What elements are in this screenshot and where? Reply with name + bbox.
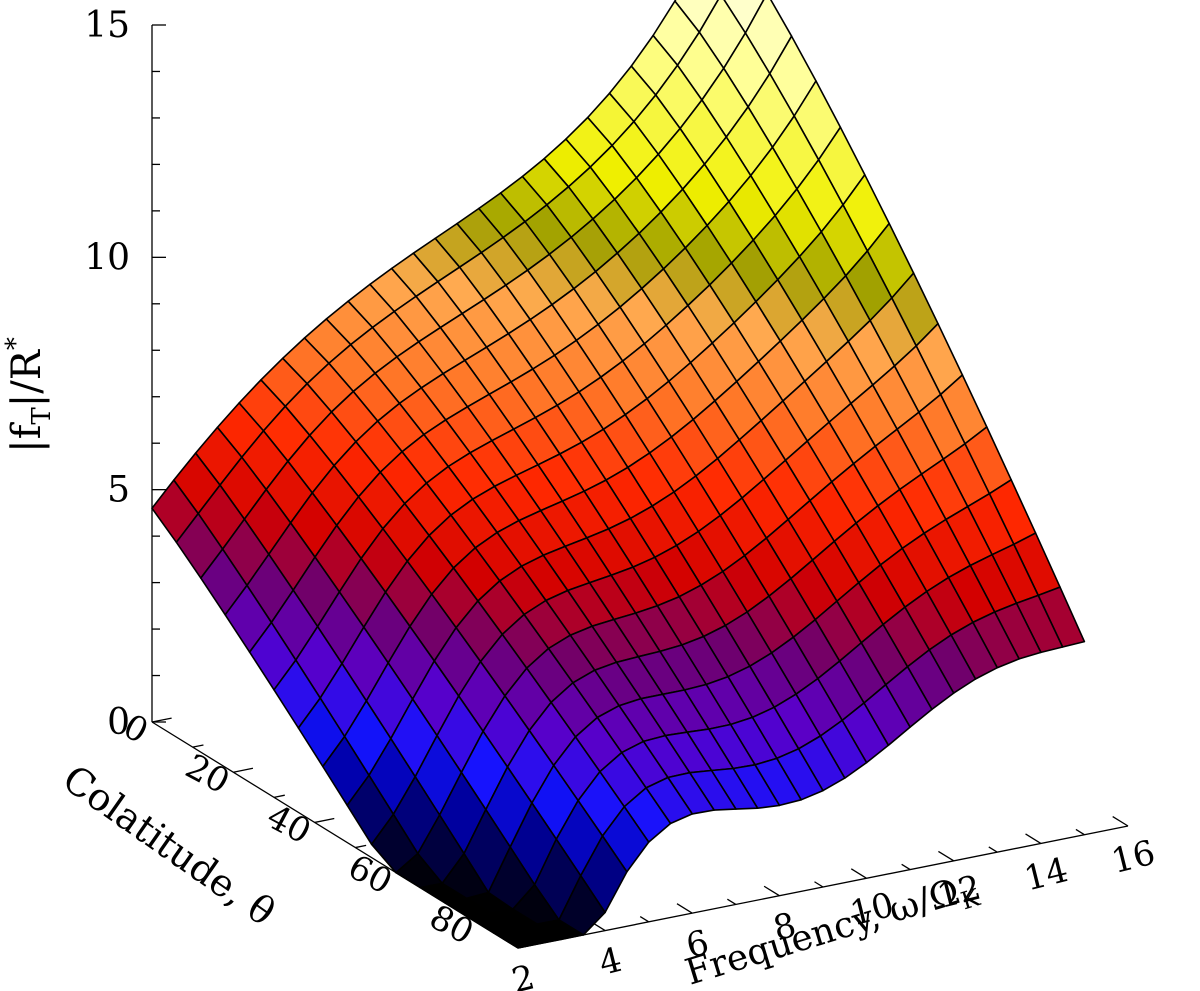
y-tick-label: 20 bbox=[179, 747, 236, 803]
y-tick-mark bbox=[314, 817, 335, 824]
x-tick-mark bbox=[727, 898, 737, 905]
x-tick-mark bbox=[763, 885, 780, 897]
axes-frame bbox=[151, 24, 1129, 949]
z-tick-label: 15 bbox=[84, 5, 130, 46]
surface-mesh bbox=[151, 0, 1086, 949]
x-tick-mark bbox=[1112, 815, 1129, 827]
x-tick-mark bbox=[814, 881, 824, 888]
x-tick-mark bbox=[1075, 828, 1085, 836]
y-tick-mark bbox=[273, 794, 285, 798]
y-tick-mark bbox=[233, 767, 254, 773]
y-tick-label: 40 bbox=[260, 797, 317, 853]
z-tick-label: 5 bbox=[107, 470, 130, 511]
z-tick-label: 10 bbox=[84, 237, 130, 278]
x-tick-mark bbox=[901, 863, 911, 871]
x-tick-label: 4 bbox=[595, 940, 626, 984]
z-axis-title: |fT|/R* bbox=[1, 337, 57, 453]
x-tick-mark bbox=[988, 846, 998, 853]
x-tick-mark bbox=[938, 850, 955, 862]
y-axis-title: Colatitude, θ bbox=[55, 756, 283, 934]
x-tick-label: 2 bbox=[508, 957, 539, 991]
y-tick-mark bbox=[151, 717, 172, 723]
x-tick-mark bbox=[1025, 833, 1042, 844]
y-tick-mark bbox=[192, 744, 204, 748]
x-tick-mark bbox=[676, 903, 693, 914]
surface-patch bbox=[492, 927, 541, 949]
x-tick-mark bbox=[639, 916, 650, 923]
y-tick-mark bbox=[355, 844, 367, 849]
x-tick-mark bbox=[850, 868, 867, 879]
x-tick-label: 14 bbox=[1020, 850, 1072, 899]
z-tick-label: 0 bbox=[107, 702, 130, 743]
x-tick-label: 16 bbox=[1108, 833, 1160, 882]
